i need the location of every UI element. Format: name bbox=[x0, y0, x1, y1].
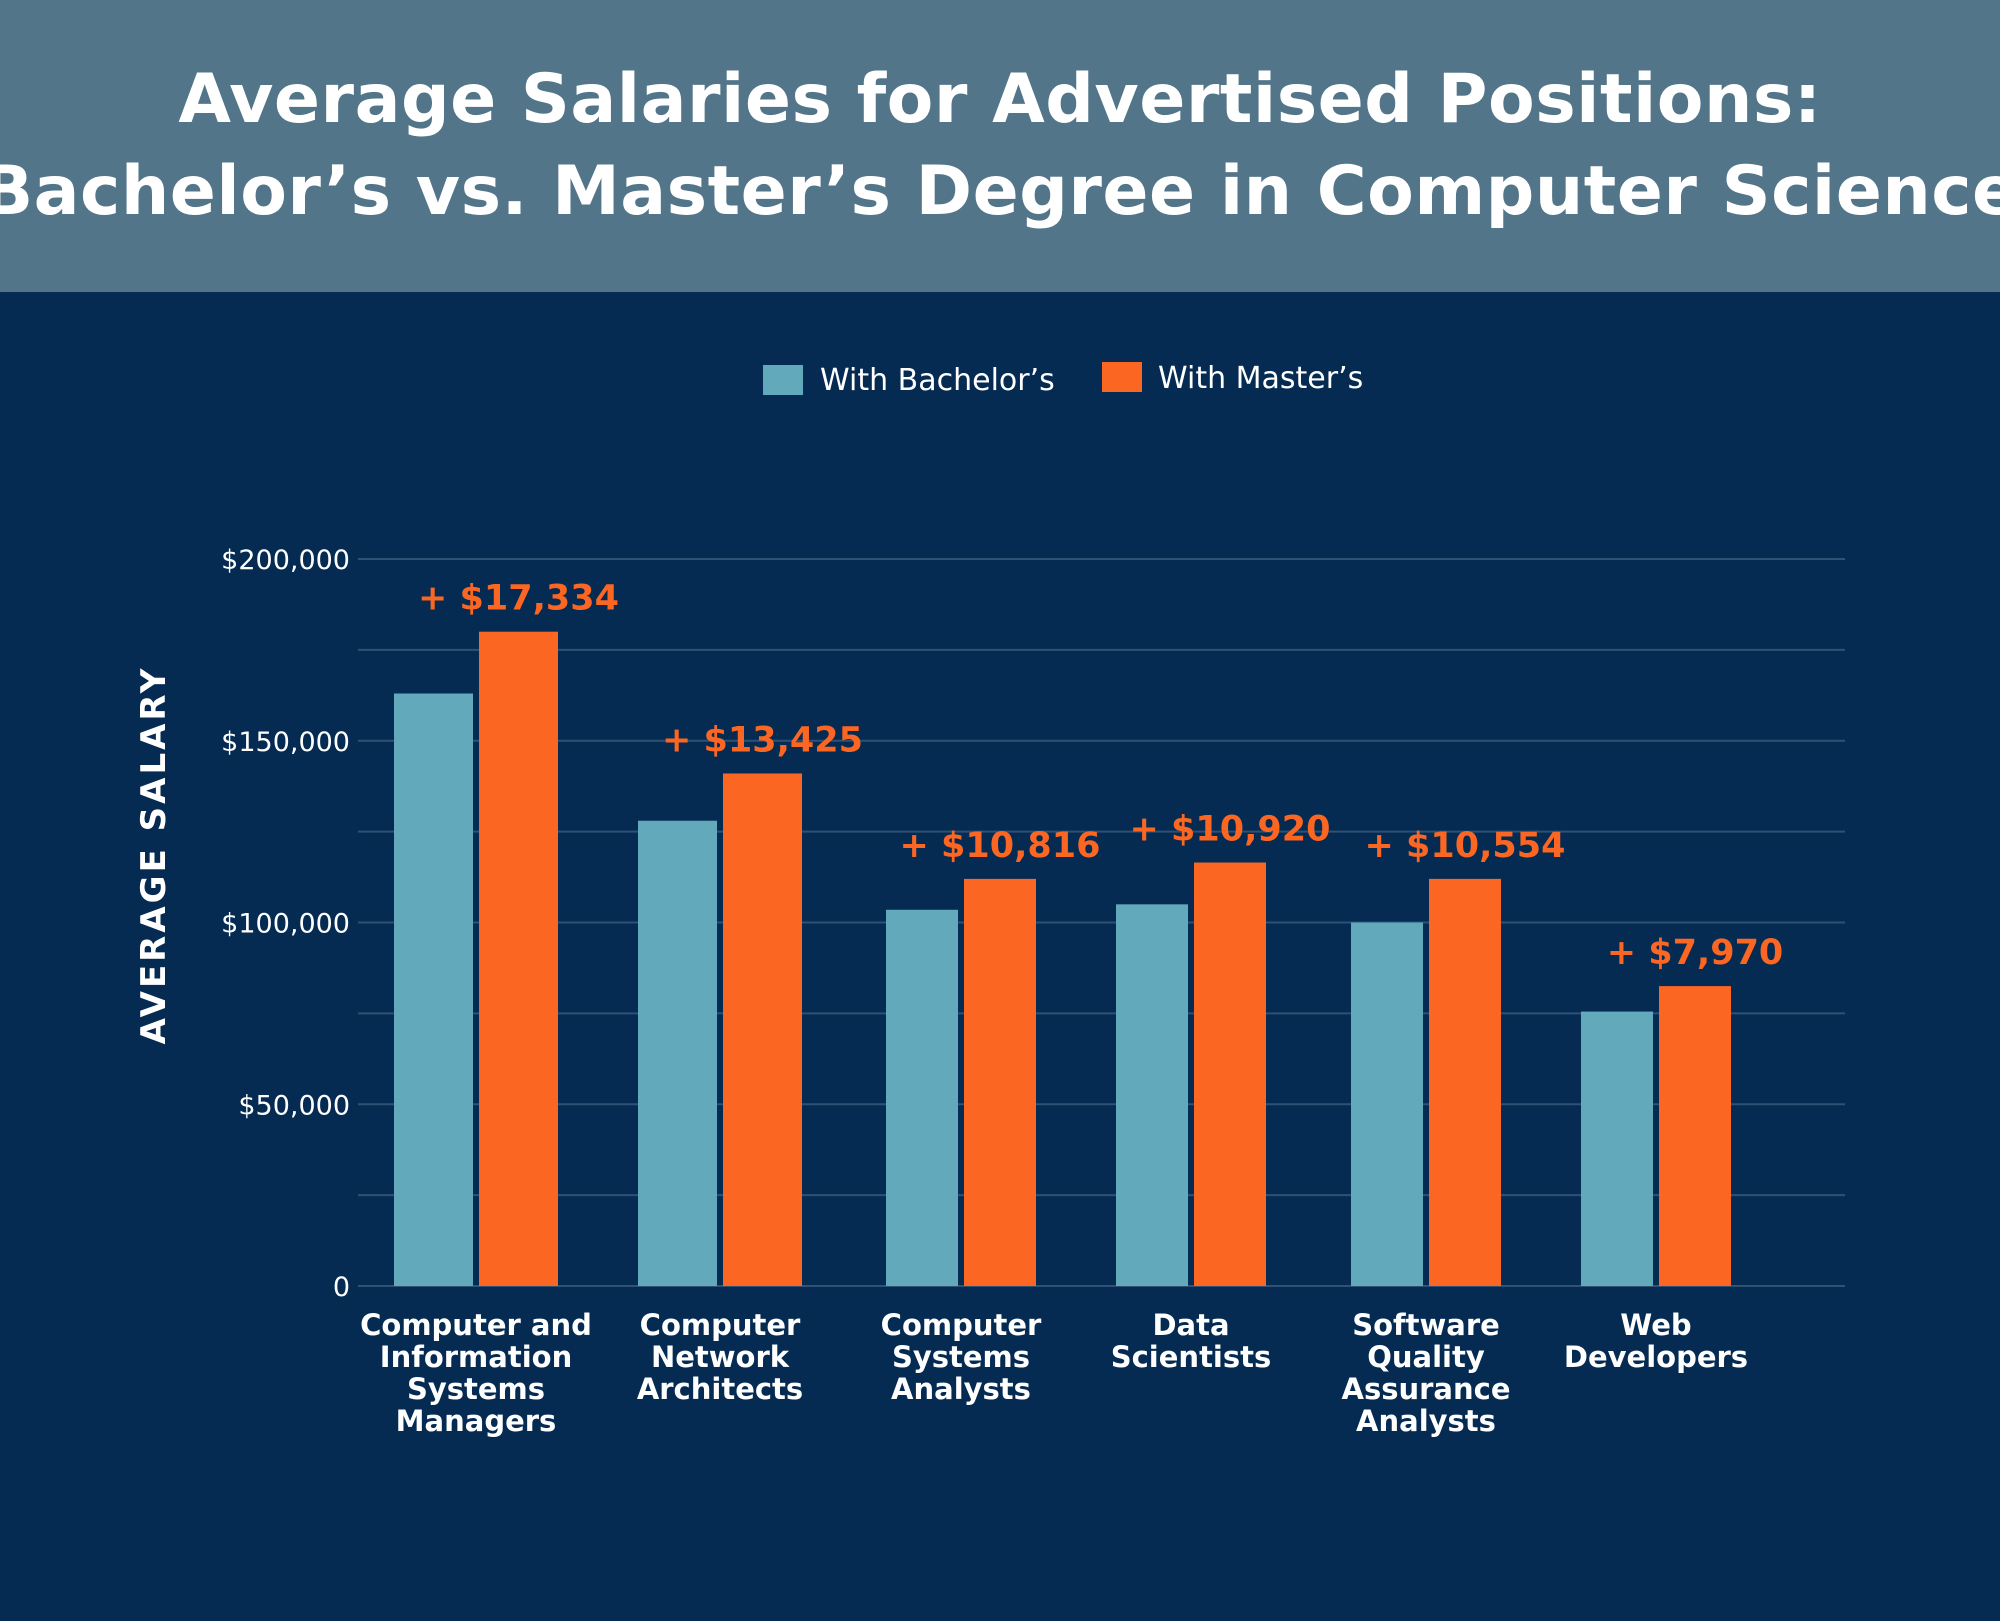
difference-label: + $10,816 bbox=[900, 826, 1101, 866]
y-tick-label: 0 bbox=[333, 1272, 350, 1303]
y-tick-label: $150,000 bbox=[221, 727, 350, 758]
legend-label-masters: With Master’s bbox=[1158, 361, 1363, 396]
category-label-line: Network bbox=[651, 1340, 790, 1374]
legend-swatch-masters bbox=[1102, 362, 1142, 392]
category-label-line: Analysts bbox=[891, 1372, 1031, 1406]
category-label-line: Scientists bbox=[1111, 1340, 1272, 1374]
chart-title: Average Salaries for Advertised Position… bbox=[178, 60, 1822, 139]
legend-swatch-bachelors bbox=[763, 365, 803, 395]
y-tick-label: $50,000 bbox=[238, 1090, 350, 1121]
chart-subtitle: Bachelor’s vs. Master’s Degree in Comput… bbox=[0, 152, 2000, 231]
difference-label: + $10,554 bbox=[1365, 826, 1566, 866]
y-tick-label: $200,000 bbox=[221, 545, 350, 576]
category-label: Data Scientists bbox=[1111, 1308, 1272, 1374]
legend: With Bachelor’s With Master’s bbox=[763, 361, 1363, 398]
bar-bachelors bbox=[1116, 904, 1188, 1286]
category-label-line: Architects bbox=[637, 1372, 803, 1406]
x-tick-labels: Computer and Information Systems ManagersCo… bbox=[360, 1308, 1748, 1438]
bar-masters bbox=[964, 878, 1036, 1286]
header-banner: Average Salaries for Advertised Position… bbox=[0, 0, 2000, 292]
category-label-line: Computer and bbox=[360, 1308, 592, 1342]
category-label-line: Analysts bbox=[1356, 1404, 1496, 1438]
bar-masters bbox=[1659, 986, 1731, 1286]
category-label-line: Information bbox=[380, 1340, 572, 1374]
difference-label: + $10,920 bbox=[1130, 810, 1331, 850]
category-label-line: Software bbox=[1352, 1308, 1500, 1342]
category-label-line: Assurance bbox=[1342, 1372, 1511, 1406]
category-label: Software Quality Assurance Analysts bbox=[1342, 1308, 1511, 1438]
difference-label: + $17,334 bbox=[418, 579, 619, 619]
category-label: Web Developers bbox=[1564, 1308, 1748, 1374]
y-tick-label: $100,000 bbox=[221, 909, 350, 940]
y-tick-labels: 0 $50,000 $100,000 $150,000 $200,000 bbox=[221, 545, 350, 1303]
category-label-line: Managers bbox=[396, 1404, 557, 1438]
category-label-line: Quality bbox=[1367, 1340, 1485, 1374]
category-label-line: Computer bbox=[640, 1308, 801, 1342]
bar-chart: With Bachelor’s With Master’s AVERAGE SA… bbox=[134, 361, 1845, 1438]
bar-masters bbox=[723, 773, 802, 1286]
bar-masters bbox=[1194, 862, 1266, 1286]
category-label-line: Web bbox=[1620, 1308, 1691, 1342]
category-label: Computer Network Architects bbox=[637, 1308, 803, 1406]
difference-labels: + $17,334 + $13,425 + $10,816 + $10,920 + $1… bbox=[418, 579, 1783, 973]
legend-label-bachelors: With Bachelor’s bbox=[820, 363, 1055, 398]
category-label-line: Systems bbox=[892, 1340, 1030, 1374]
bar-bachelors bbox=[1581, 1011, 1653, 1286]
category-label-line: Computer bbox=[881, 1308, 1042, 1342]
bar-masters bbox=[1429, 878, 1501, 1286]
bar-bachelors bbox=[886, 909, 958, 1286]
bar-masters bbox=[479, 631, 558, 1286]
difference-label: + $7,970 bbox=[1607, 933, 1784, 973]
category-label-line: Developers bbox=[1564, 1340, 1748, 1374]
gridlines bbox=[358, 558, 1845, 1287]
bar-bachelors bbox=[638, 820, 717, 1286]
chart-area: With Bachelor’s With Master’s AVERAGE SA… bbox=[0, 292, 2000, 1617]
category-label: Computer and Information Systems Managers bbox=[360, 1308, 592, 1438]
bar-bachelors bbox=[1351, 922, 1423, 1286]
bars bbox=[394, 631, 1731, 1286]
category-label-line: Systems bbox=[407, 1372, 545, 1406]
y-axis-label: AVERAGE SALARY bbox=[134, 666, 174, 1045]
bar-bachelors bbox=[394, 693, 473, 1286]
category-label: Computer Systems Analysts bbox=[881, 1308, 1042, 1406]
difference-label: + $13,425 bbox=[662, 720, 863, 760]
category-label-line: Data bbox=[1152, 1308, 1229, 1342]
